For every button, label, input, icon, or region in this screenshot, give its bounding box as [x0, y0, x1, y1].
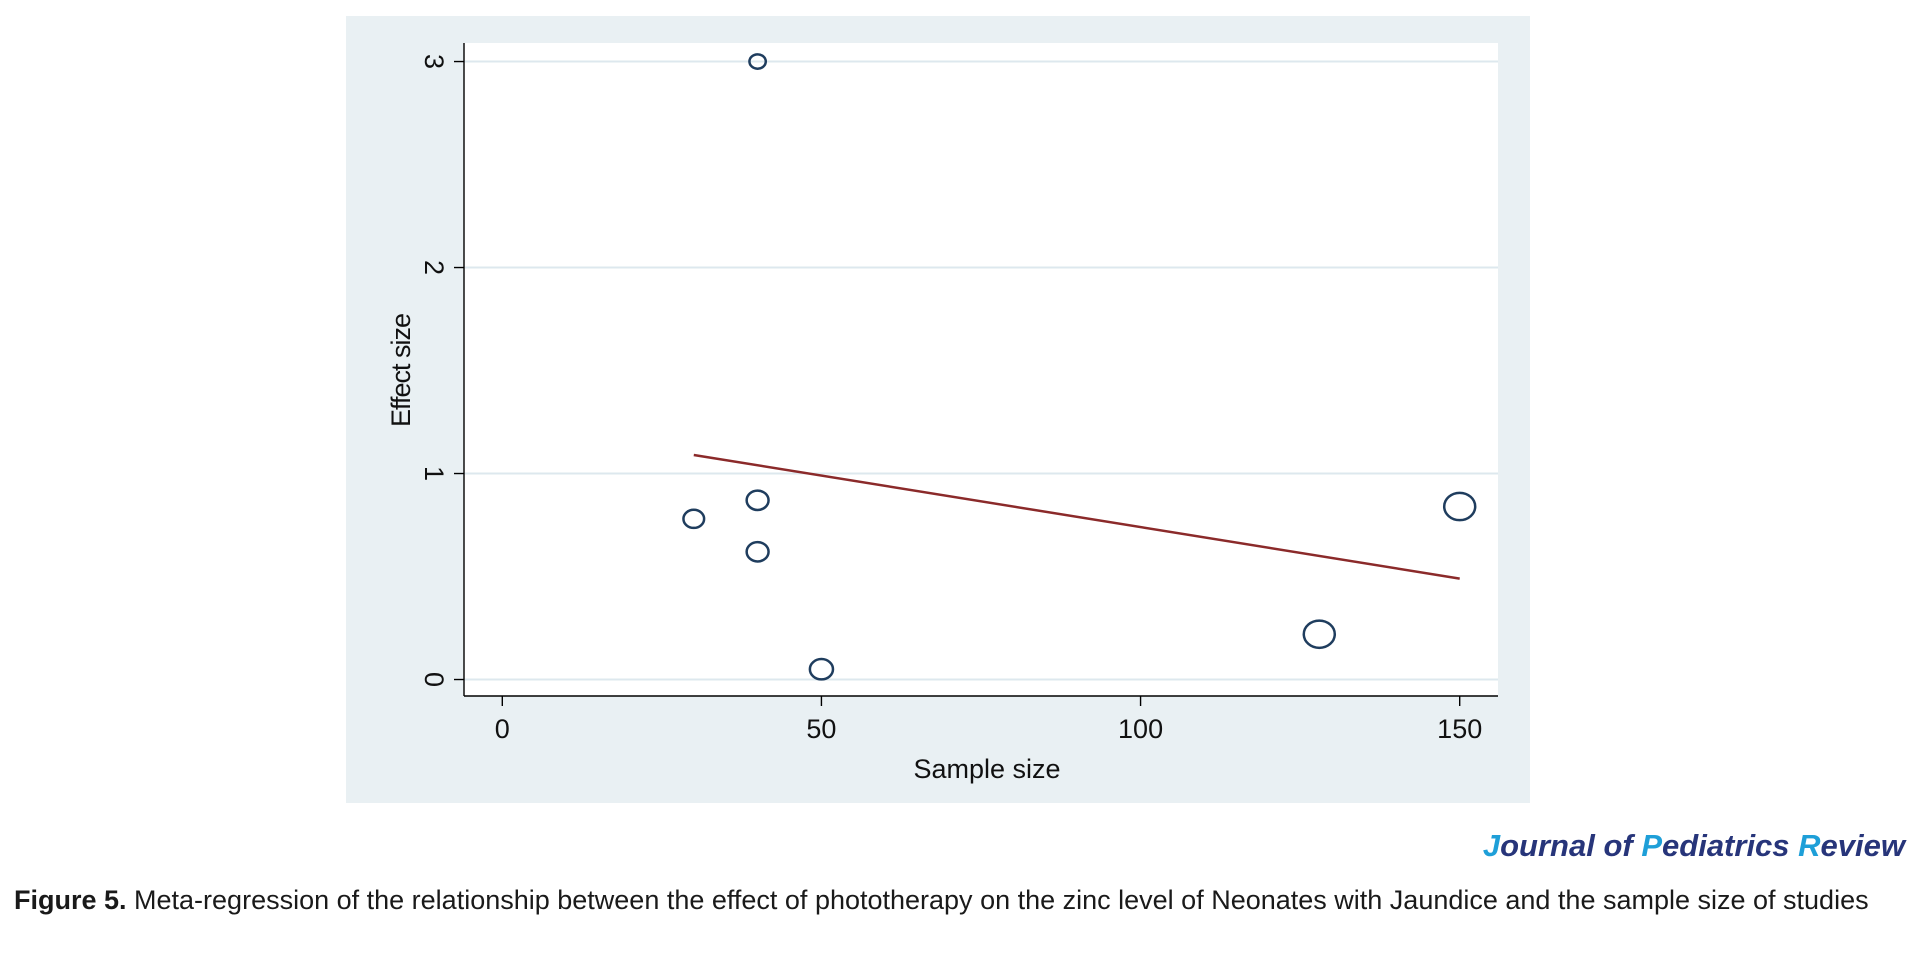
journal-logo-r: R	[1798, 828, 1821, 863]
journal-logo-p: P	[1641, 828, 1663, 863]
journal-logo-j: J	[1482, 828, 1501, 863]
y-axis-title: Effect size	[386, 314, 416, 427]
data-point-1	[748, 53, 768, 70]
journal-logo: Journal of Pediatrics Review	[1483, 828, 1905, 864]
x-tick-label-50: 50	[806, 714, 836, 744]
y-tick-label-1: 1	[419, 466, 449, 481]
data-point-6	[1302, 619, 1337, 650]
meta-regression-chart: 0 1 2 3 0 50 100 150 Sample size Effect size	[346, 16, 1530, 803]
figure-label: Figure 5.	[14, 885, 127, 915]
fitted-regression-line	[693, 453, 1460, 580]
y-tick-label-2: 2	[419, 260, 449, 275]
x-axis-title: Sample size	[913, 754, 1060, 784]
x-tick-label-100: 100	[1118, 714, 1163, 744]
journal-logo-ournal: ournal of	[1500, 828, 1642, 863]
journal-logo-ediatrics: ediatrics	[1662, 828, 1799, 863]
x-tick-label-0: 0	[495, 714, 510, 744]
data-point-5	[808, 657, 835, 681]
journal-logo-eview: eview	[1820, 828, 1905, 863]
data-point-7	[1442, 491, 1477, 522]
y-tick-label-0: 0	[419, 672, 449, 687]
figure-caption: Figure 5. Meta-regression of the relatio…	[14, 878, 1904, 923]
x-tick-label-150: 150	[1437, 714, 1482, 744]
y-tick-label-3: 3	[419, 54, 449, 69]
figure-panel: 0 1 2 3 0 50 100 150 Sample size Effect size	[346, 16, 1530, 803]
plot-area	[464, 43, 1498, 696]
data-point-3	[745, 489, 770, 512]
data-point-2	[682, 508, 706, 530]
caption-text: Meta-regression of the relationship betw…	[126, 885, 1869, 915]
data-point-4	[745, 540, 770, 563]
